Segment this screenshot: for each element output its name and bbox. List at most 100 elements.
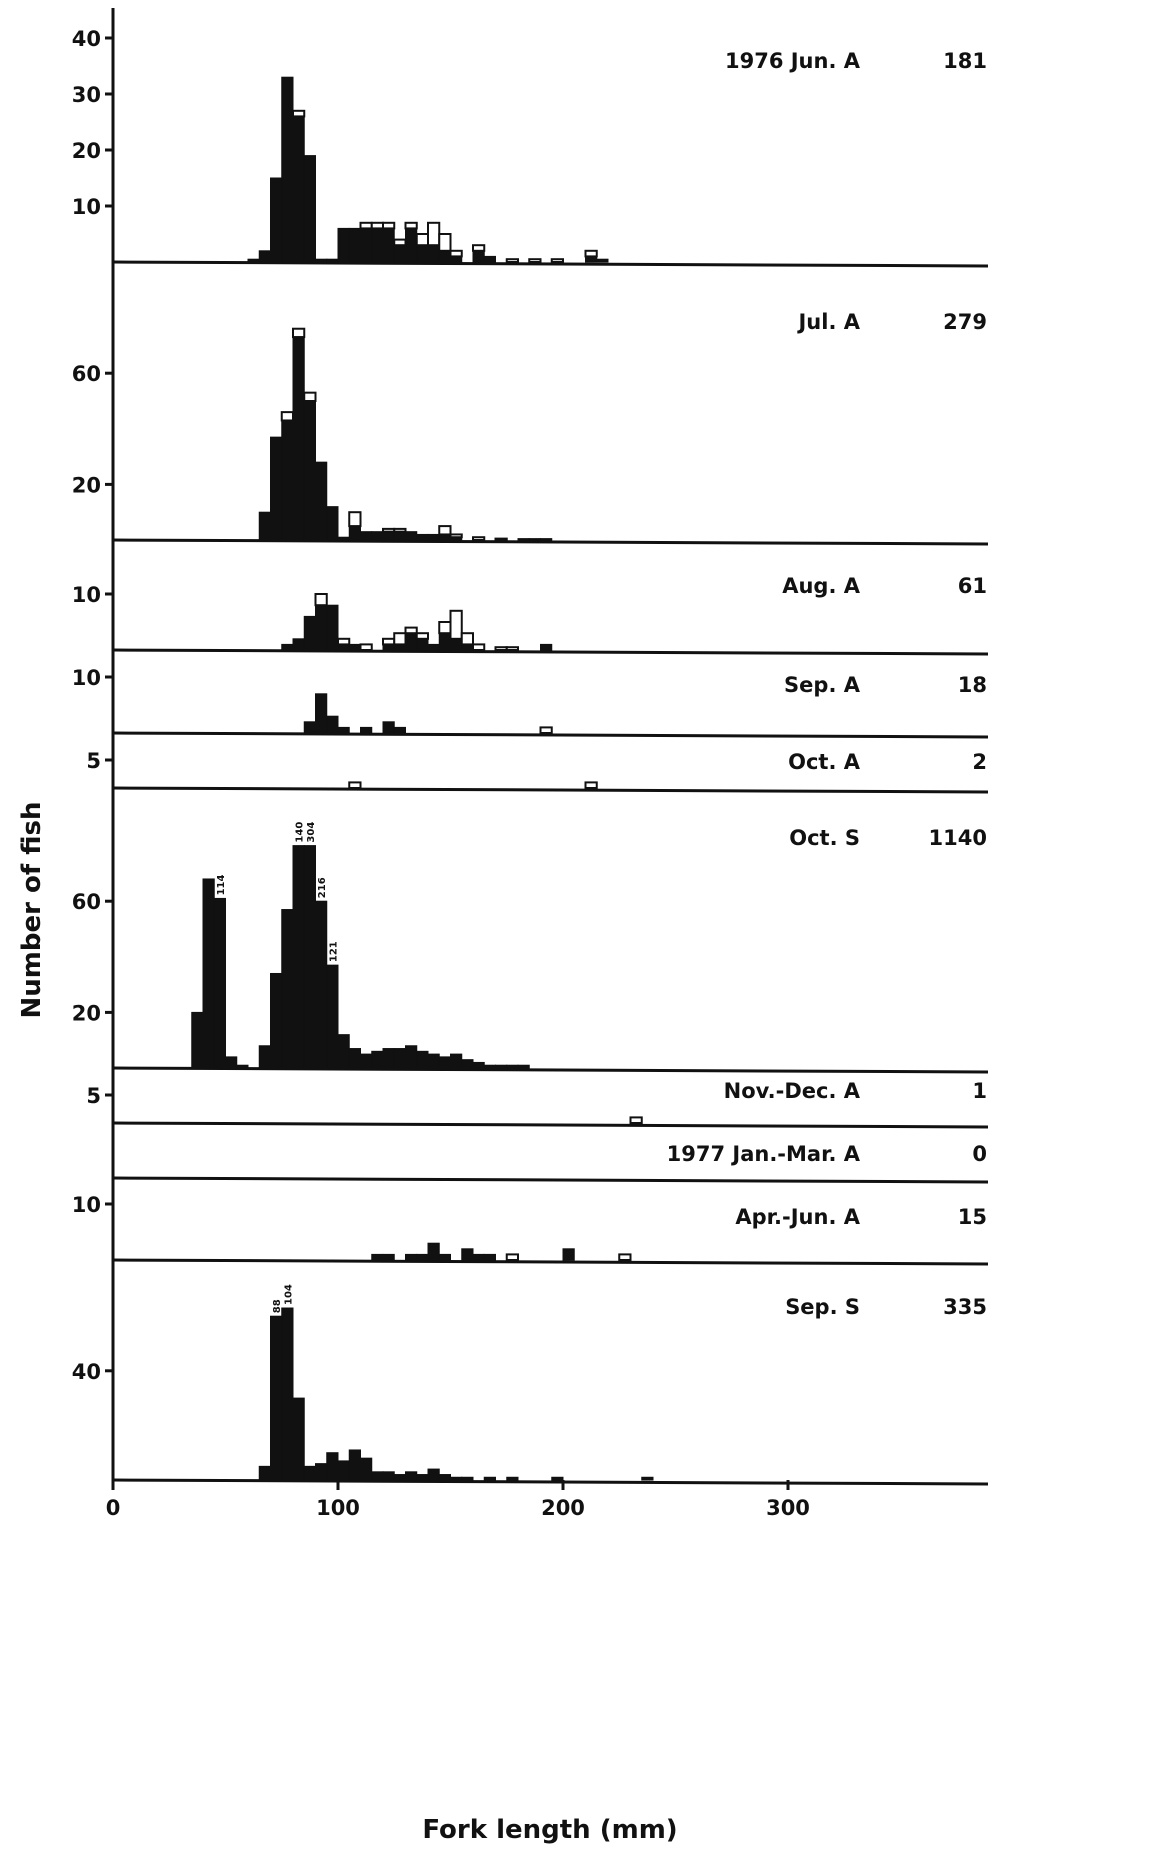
histogram-bar-filled (540, 538, 553, 541)
histogram-bar-filled (405, 227, 418, 263)
panel-label: Sep. A (784, 673, 861, 697)
histogram-bar-filled (461, 1059, 474, 1069)
histogram-bar-filled (438, 632, 451, 651)
histogram-bar-filled (281, 643, 294, 651)
histogram-bar-filled (326, 258, 339, 263)
y-tick-label: 30 (72, 83, 101, 107)
histogram-bar-filled (540, 643, 553, 651)
histogram-bar-open (382, 221, 396, 230)
histogram-bar-filled (416, 1050, 429, 1069)
histogram-bar-filled (472, 1253, 485, 1261)
histogram-bar-open (494, 646, 508, 652)
histogram-bar-filled (483, 1476, 496, 1481)
histogram-bar-open (280, 411, 294, 422)
histogram-bar-filled (528, 538, 541, 541)
histogram-bar-filled (461, 1248, 474, 1261)
histogram-bar-filled (495, 1064, 508, 1069)
panel-label: 1976 Jun. A (725, 49, 861, 73)
histogram-bar-open (494, 537, 508, 541)
panel-count: 1140 (929, 826, 987, 850)
histogram-bar-filled (551, 1476, 564, 1481)
histogram-bar-open (337, 637, 351, 646)
axes-layer: 10 20 30 40 20 60 10 10 5 20 60 5 10 40 0 100 200 300 (72, 8, 810, 1520)
histogram-bar-open (528, 258, 542, 264)
histogram-bar-filled (337, 643, 350, 651)
histogram-bar-filled (270, 1315, 283, 1481)
y-tick-label: 5 (86, 1084, 101, 1108)
histogram-bar-filled (371, 227, 384, 263)
histogram-bar-filled (405, 1253, 418, 1261)
histogram-bar-filled (258, 1465, 271, 1481)
histogram-bar-filled (438, 1253, 451, 1261)
histogram-bar-open (427, 221, 441, 247)
histogram-bar-open (415, 632, 429, 640)
histogram-bar-filled (281, 909, 294, 1069)
panel-8: 1977 Jan.-Mar. A 0 (112, 1142, 989, 1184)
panel-count: 181 (943, 49, 987, 73)
y-tick-label: 60 (72, 890, 101, 914)
histogram-bar-filled (258, 1045, 271, 1069)
histogram-bar-filled (337, 1034, 350, 1069)
histogram-bar-filled (405, 632, 418, 651)
histogram-bar-filled (416, 638, 429, 651)
panel-count: 2 (972, 750, 987, 774)
histogram-bar-filled (258, 250, 271, 263)
y-tick-label: 20 (72, 139, 101, 163)
histogram-bar-filled (292, 115, 305, 263)
histogram-bar-filled (315, 604, 328, 651)
histogram-bar-filled (326, 506, 339, 541)
panel-count: 15 (958, 1205, 987, 1229)
y-tick-label: 10 (72, 666, 101, 690)
panel-baseline (112, 1478, 989, 1486)
panel-count: 61 (958, 574, 987, 598)
panel-count: 279 (943, 310, 987, 334)
histogram-bar-filled (393, 643, 406, 651)
panel-baseline (112, 1066, 989, 1074)
y-tick-label: 20 (72, 473, 101, 497)
histogram-bar-filled (450, 1476, 463, 1481)
histogram-bar-filled (236, 1064, 249, 1069)
histogram-bar-open (505, 646, 519, 652)
histogram-bar-filled (326, 604, 339, 651)
histogram-bar-filled (450, 536, 463, 541)
histogram-bar-filled (360, 531, 373, 541)
histogram-bar-open (292, 109, 306, 118)
histogram-bar-filled (393, 1474, 406, 1481)
panels-layer: 1976 Jun. A 181 Jul. A 279 Aug. A 61 Sep. A 18 O… (112, 49, 989, 1486)
histogram-bar-filled (393, 1048, 406, 1069)
histogram-bar-filled (506, 1476, 519, 1481)
histogram-bar-filled (348, 1048, 361, 1069)
histogram-bar-filled (382, 1471, 395, 1481)
histogram-bar-filled (450, 255, 463, 263)
histogram-bar-filled (292, 845, 305, 1069)
histogram-bar-filled (427, 244, 440, 263)
bar-data-label: 88 (272, 1299, 283, 1313)
histogram-bar-filled (360, 227, 373, 263)
histogram-bar-open (449, 249, 463, 258)
histogram-bar-filled (461, 1476, 474, 1481)
panel-baseline (112, 538, 989, 546)
histogram-bar-filled (438, 533, 451, 541)
panel-label: Oct. A (788, 750, 861, 774)
histogram-bar-filled (348, 1449, 361, 1481)
bar-data-label: 304 (306, 822, 317, 843)
histogram-bar-filled (371, 1471, 384, 1481)
histogram-bar-filled (360, 726, 373, 734)
panel-baseline (112, 260, 989, 268)
histogram-bar-open (404, 626, 418, 635)
histogram-bar-filled (405, 1471, 418, 1481)
histogram-bar-filled (461, 643, 474, 651)
histogram-bar-open (348, 511, 362, 528)
histogram-bar-open (393, 238, 407, 247)
histogram-bar-open (303, 391, 317, 403)
x-tick-label: 0 (106, 1496, 121, 1520)
panel-baseline (112, 1176, 989, 1184)
histogram-bar-filled (416, 1474, 429, 1481)
x-tick-label: 100 (316, 1496, 360, 1520)
panel-9: Apr.-Jun. A 15 (112, 1205, 989, 1266)
panel-label: Jul. A (796, 310, 860, 334)
histogram-bar-filled (427, 1242, 440, 1261)
